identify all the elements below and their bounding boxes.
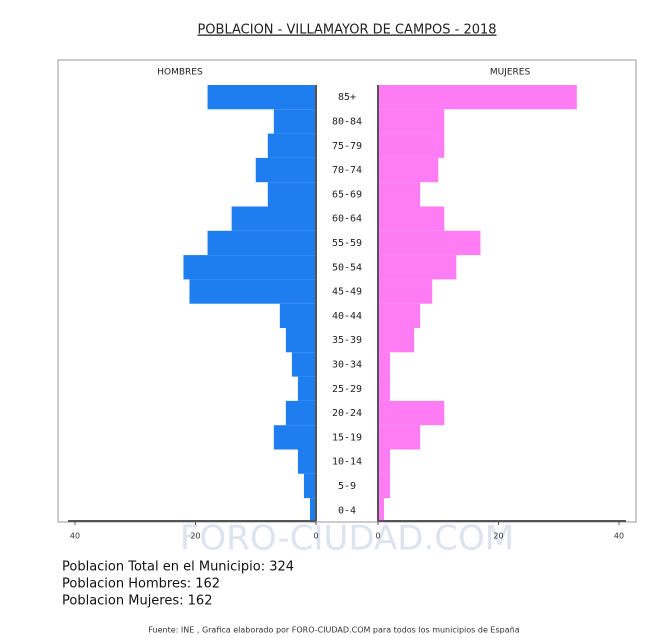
age-label: 25-29	[332, 384, 362, 395]
age-label: 40-44	[332, 311, 362, 322]
x-tick-label: 0	[375, 532, 380, 541]
watermark: FORO-CIUDAD.COM	[180, 519, 514, 559]
plot-frame	[57, 59, 637, 523]
age-label: 5-9	[338, 481, 356, 492]
legend-hombres: HOMBRES	[157, 68, 203, 78]
x-tick-label: 0	[313, 532, 318, 541]
bar-hombres	[297, 449, 316, 474]
bar-mujeres	[378, 376, 391, 401]
age-label: 45-49	[332, 287, 362, 298]
age-label: 30-34	[332, 359, 362, 370]
age-label: 0-4	[338, 505, 356, 516]
bar-mujeres	[378, 449, 391, 474]
bar-hombres	[309, 498, 316, 523]
bar-mujeres	[378, 133, 445, 158]
bar-hombres	[267, 133, 316, 158]
legend-mujeres: MUJERES	[490, 68, 531, 78]
summary-total: Poblacion Total en el Municipio: 324	[62, 560, 294, 575]
bar-mujeres	[378, 498, 385, 523]
bar-mujeres	[378, 352, 391, 377]
bar-mujeres	[378, 182, 421, 207]
bar-hombres	[183, 255, 316, 280]
chart-title: POBLACION - VILLAMAYOR DE CAMPOS - 2018	[197, 23, 496, 38]
age-label: 70-74	[332, 165, 362, 176]
age-label: 55-59	[332, 238, 362, 249]
age-label: 60-64	[332, 214, 362, 225]
age-label: 10-14	[332, 457, 362, 468]
bar-hombres	[231, 206, 316, 231]
age-label: 15-19	[332, 432, 362, 443]
bar-hombres	[285, 400, 316, 426]
bar-hombres	[273, 109, 316, 134]
bar-mujeres	[378, 279, 433, 304]
bar-mujeres	[378, 85, 577, 110]
bar-hombres	[207, 85, 316, 110]
summary-mujeres: Poblacion Mujeres: 162	[62, 594, 212, 609]
age-label: 65-69	[332, 189, 362, 200]
bar-hombres	[291, 352, 316, 377]
summary-hombres: Poblacion Hombres: 162	[62, 577, 220, 592]
bar-hombres	[189, 279, 316, 304]
bar-hombres	[267, 182, 316, 207]
age-label: 20-24	[332, 408, 362, 419]
bar-mujeres	[378, 255, 457, 280]
x-tick-label: 20	[493, 532, 503, 541]
age-label: 75-79	[332, 141, 362, 152]
bar-mujeres	[378, 400, 445, 426]
source: Fuente: INE , Grafica elaborado por FORO…	[148, 626, 519, 635]
bar-mujeres	[378, 109, 445, 134]
bar-mujeres	[378, 230, 481, 256]
bar-mujeres	[378, 303, 421, 328]
bar-hombres	[273, 425, 316, 450]
x-tick-label: 40	[614, 532, 624, 541]
bar-hombres	[255, 157, 316, 183]
bar-mujeres	[378, 157, 439, 183]
bar-mujeres	[378, 206, 445, 231]
age-label: 50-54	[332, 262, 362, 273]
x-tick-label: 40	[70, 532, 80, 541]
bar-hombres	[279, 303, 316, 328]
bar-mujeres	[378, 328, 415, 353]
bar-hombres	[303, 473, 316, 499]
bar-mujeres	[378, 473, 391, 499]
bar-hombres	[297, 376, 316, 401]
bar-hombres	[207, 230, 316, 256]
x-tick-label: 20	[190, 532, 200, 541]
bar-hombres	[285, 328, 316, 353]
bar-mujeres	[378, 425, 421, 450]
age-label: 80-84	[332, 116, 362, 127]
age-label: 35-39	[332, 335, 362, 346]
age-label: 85+	[338, 92, 356, 103]
